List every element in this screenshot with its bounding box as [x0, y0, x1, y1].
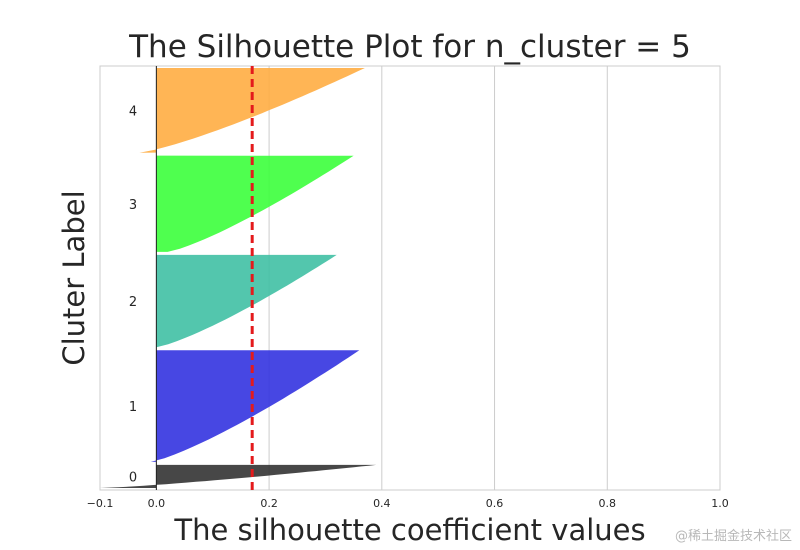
chart-title: The Silhouette Plot for n_cluster = 5	[128, 29, 691, 65]
cluster-label-4: 4	[129, 104, 137, 119]
x-tick-labels: −0.1 0.0 0.2 0.4 0.6 0.8 1.0	[87, 497, 729, 510]
x-tick-label: 0.2	[260, 497, 278, 510]
x-axis-label: The silhouette coefficient values	[173, 513, 645, 547]
cluster-label-2: 2	[129, 295, 137, 310]
cluster-label-1: 1	[129, 400, 137, 415]
x-tick-label: 0.0	[148, 497, 166, 510]
x-tick-label: 0.8	[599, 497, 617, 510]
x-tick-label: 1.0	[711, 497, 729, 510]
watermark: @稀土掘金技术社区	[674, 529, 792, 544]
cluster-3-silhouette	[156, 155, 354, 252]
cluster-label-0: 0	[129, 470, 137, 485]
cluster-label-3: 3	[129, 198, 137, 213]
cluster-0-silhouette	[100, 464, 377, 488]
x-tick-label: 0.4	[373, 497, 391, 510]
x-tick-label: −0.1	[87, 497, 114, 510]
cluster-1-silhouette	[150, 350, 360, 462]
cluster-2-silhouette	[156, 254, 337, 348]
y-axis-label: Cluter Label	[57, 190, 91, 365]
x-tick-label: 0.6	[486, 497, 504, 510]
cluster-labels: 0 1 2 3 4	[129, 104, 137, 485]
